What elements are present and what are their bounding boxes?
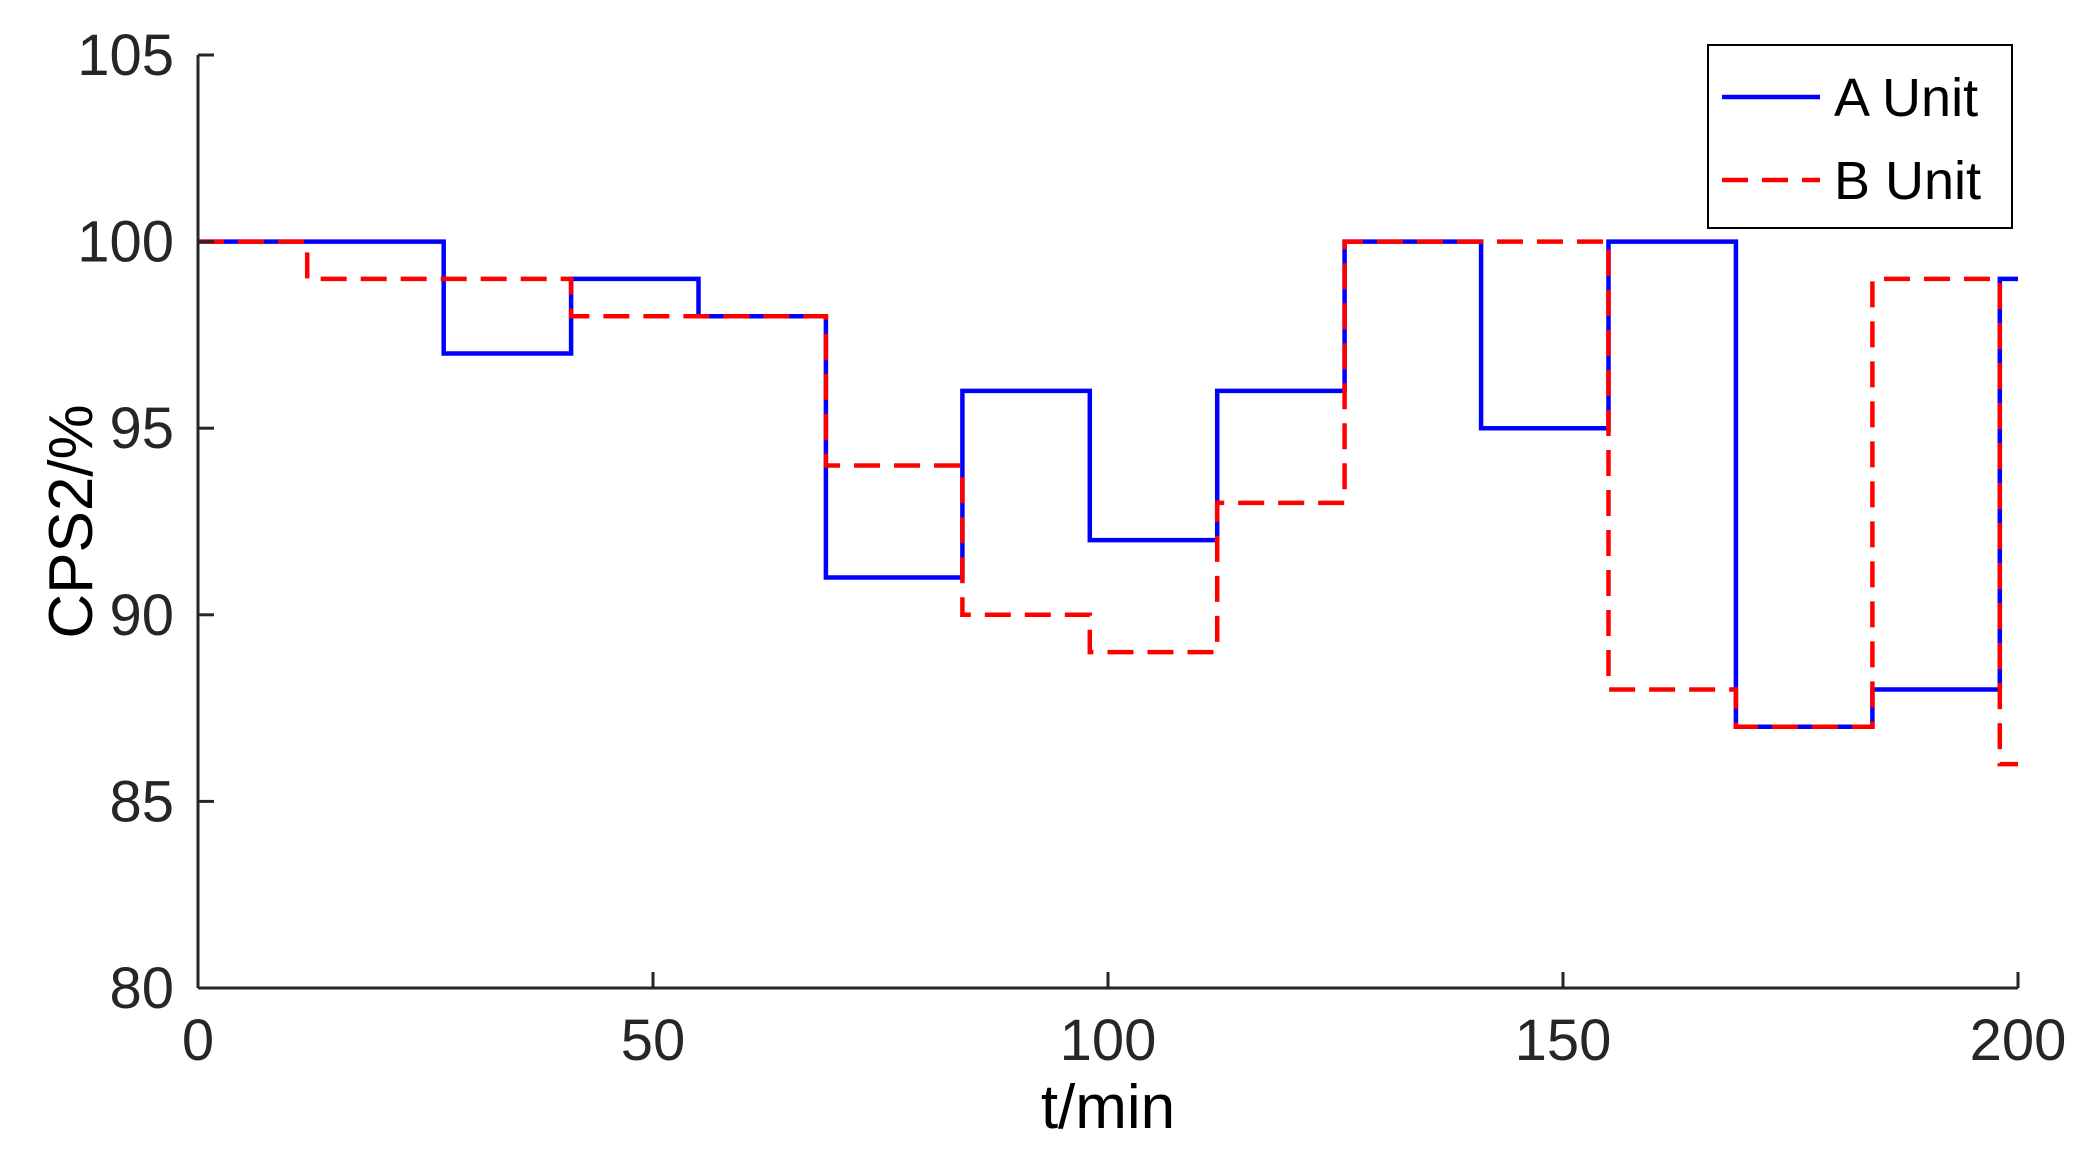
- x-axis-title: t/min: [1041, 1073, 1175, 1142]
- ticks-layer: 0 50 100 150 200 80 85 90 95 100 105: [77, 23, 2066, 1073]
- x-tick-label: 200: [1970, 1008, 2067, 1073]
- series-line-b-unit: [198, 239, 2018, 767]
- y-tick-label: 80: [109, 956, 174, 1021]
- x-tick-label: 100: [1060, 1008, 1157, 1073]
- y-axis-title: CPS2/%: [37, 404, 106, 638]
- series-line-a-unit: [198, 239, 2018, 730]
- y-tick-label: 85: [109, 769, 174, 834]
- legend: A Unit B Unit: [1707, 44, 2013, 229]
- x-tick-label: 0: [182, 1008, 214, 1073]
- y-tick-label: 105: [77, 23, 174, 88]
- y-tick-label: 100: [77, 210, 174, 275]
- x-tick-label: 150: [1515, 1008, 1612, 1073]
- y-tick-label: 90: [109, 583, 174, 648]
- legend-label-b-unit: B Unit: [1834, 151, 1981, 211]
- x-tick-label: 50: [621, 1008, 686, 1073]
- series-layer: [198, 239, 2018, 767]
- y-tick-label: 95: [109, 396, 174, 461]
- legend-box: [1707, 44, 2013, 229]
- legend-label-a-unit: A Unit: [1834, 68, 1978, 128]
